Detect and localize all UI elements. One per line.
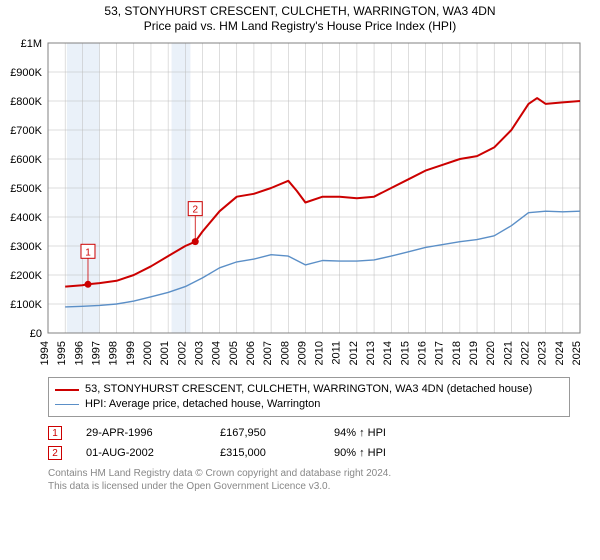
- x-tick-label: 2009: [296, 341, 308, 365]
- x-tick-label: 2020: [485, 341, 497, 365]
- title-subtitle: Price paid vs. HM Land Registry's House …: [0, 19, 600, 33]
- y-tick-label: £200K: [10, 270, 42, 282]
- x-tick-label: 1999: [125, 341, 137, 365]
- x-tick-label: 2011: [331, 341, 343, 365]
- x-tick-label: 2004: [211, 341, 223, 365]
- legend-label: 53, STONYHURST CRESCENT, CULCHETH, WARRI…: [85, 382, 532, 397]
- x-tick-label: 1996: [73, 341, 85, 365]
- x-tick-label: 1994: [39, 341, 51, 365]
- y-tick-label: £900K: [10, 67, 42, 79]
- legend-row: HPI: Average price, detached house, Warr…: [55, 397, 563, 412]
- x-tick-label: 2019: [468, 341, 480, 365]
- sale-flag-number: 1: [85, 247, 91, 258]
- x-tick-label: 2012: [348, 341, 360, 365]
- x-tick-label: 2008: [279, 341, 291, 365]
- sale-row-pct: 90% ↑ HPI: [334, 443, 434, 463]
- x-tick-label: 2024: [554, 341, 566, 365]
- x-tick-label: 1998: [108, 341, 120, 365]
- y-tick-label: £400K: [10, 212, 42, 224]
- sale-row: 1 29-APR-1996 £167,950 94% ↑ HPI: [48, 423, 570, 443]
- x-tick-label: 2021: [502, 341, 514, 365]
- x-tick-label: 2022: [520, 341, 532, 365]
- x-tick-label: 2023: [537, 341, 549, 365]
- sale-row-price: £315,000: [220, 443, 310, 463]
- footer-line-1: Contains HM Land Registry data © Crown c…: [48, 467, 570, 480]
- legend-row: 53, STONYHURST CRESCENT, CULCHETH, WARRI…: [55, 382, 563, 397]
- legend-label: HPI: Average price, detached house, Warr…: [85, 397, 320, 412]
- x-tick-label: 2001: [159, 341, 171, 365]
- x-tick-label: 2016: [417, 341, 429, 365]
- sales-table: 1 29-APR-1996 £167,950 94% ↑ HPI 2 01-AUG-200…: [48, 423, 570, 463]
- y-tick-label: £700K: [10, 125, 42, 137]
- sale-row-price: £167,950: [220, 423, 310, 443]
- x-tick-label: 2017: [434, 341, 446, 365]
- sale-row: 2 01-AUG-2002 £315,000 90% ↑ HPI: [48, 443, 570, 463]
- y-tick-label: £300K: [10, 241, 42, 253]
- x-tick-label: 2013: [365, 341, 377, 365]
- y-tick-label: £600K: [10, 154, 42, 166]
- sale-row-pct: 94% ↑ HPI: [334, 423, 434, 443]
- x-tick-label: 2000: [142, 341, 154, 365]
- footer-attribution: Contains HM Land Registry data © Crown c…: [48, 467, 570, 493]
- sale-row-marker: 1: [48, 426, 62, 440]
- y-tick-label: £100K: [10, 299, 42, 311]
- sale-row-date: 29-APR-1996: [86, 423, 196, 443]
- x-tick-label: 1995: [56, 341, 68, 365]
- x-tick-label: 2018: [451, 341, 463, 365]
- x-tick-label: 2015: [399, 341, 411, 365]
- footer-line-2: This data is licensed under the Open Gov…: [48, 480, 570, 493]
- x-tick-label: 2002: [176, 341, 188, 365]
- legend: 53, STONYHURST CRESCENT, CULCHETH, WARRI…: [48, 377, 570, 417]
- sale-flag-number: 2: [192, 205, 198, 216]
- x-tick-label: 2010: [314, 341, 326, 365]
- chart-container: £0 £100K £200K £300K £400K £500K £600K £700K £80…: [0, 33, 600, 373]
- legend-swatch: [55, 389, 79, 391]
- y-tick-label: £0: [30, 328, 42, 340]
- x-tick-label: 2014: [382, 341, 394, 365]
- y-tick-label: £800K: [10, 96, 42, 108]
- sale-row-marker: 2: [48, 446, 62, 460]
- x-tick-label: 2003: [193, 341, 205, 365]
- x-tick-label: 2025: [571, 341, 583, 365]
- legend-swatch: [55, 404, 79, 405]
- title-address: 53, STONYHURST CRESCENT, CULCHETH, WARRI…: [0, 4, 600, 18]
- y-tick-label: £500K: [10, 183, 42, 195]
- sale-row-date: 01-AUG-2002: [86, 443, 196, 463]
- chart-titles: 53, STONYHURST CRESCENT, CULCHETH, WARRI…: [0, 0, 600, 33]
- y-tick-label: £1M: [21, 38, 42, 50]
- x-tick-label: 2005: [228, 341, 240, 365]
- x-tick-label: 2007: [262, 341, 274, 365]
- price-chart: £0 £100K £200K £300K £400K £500K £600K £700K £80…: [0, 33, 600, 373]
- x-tick-label: 2006: [245, 341, 257, 365]
- x-tick-label: 1997: [90, 341, 102, 365]
